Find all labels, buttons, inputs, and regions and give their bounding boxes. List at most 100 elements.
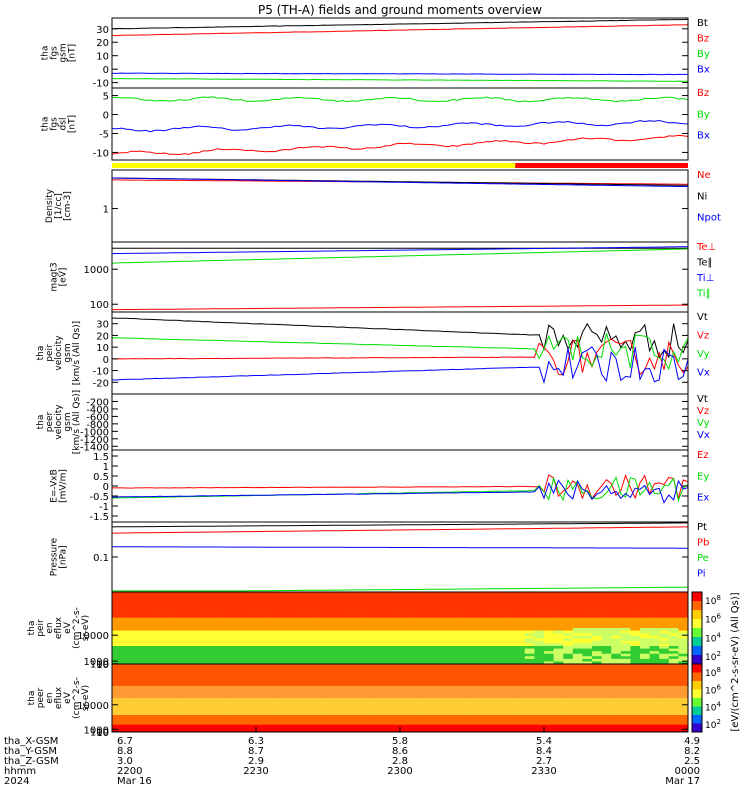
- spectrogram-cell: [371, 683, 382, 687]
- spectrogram-cell: [256, 673, 267, 677]
- spectrogram-cell: [246, 690, 257, 694]
- spectrogram-cell: [476, 592, 487, 596]
- spectrogram-cell: [179, 651, 190, 655]
- spectrogram-cell: [563, 690, 574, 694]
- spectrogram-cell: [611, 653, 622, 657]
- spectrogram-cell: [217, 719, 228, 723]
- spectrogram-cell: [400, 685, 411, 689]
- spectrogram-cell: [227, 661, 238, 665]
- spectrogram-cell: [275, 620, 286, 624]
- spectrogram-cell: [160, 681, 171, 684]
- spectrogram-cell: [505, 610, 516, 614]
- spectrogram-cell: [534, 685, 545, 689]
- spectrogram-cell: [419, 681, 430, 684]
- spectrogram-cell: [284, 633, 295, 637]
- spectrogram-cell: [208, 633, 219, 637]
- spectrogram-cell: [294, 676, 305, 680]
- spectrogram-cell: [361, 643, 372, 647]
- spectrogram-cell: [419, 661, 430, 665]
- spectrogram-cell: [208, 615, 219, 619]
- spectrogram-cell: [620, 604, 631, 608]
- spectrogram-cell: [332, 602, 343, 606]
- spectrogram-cell: [611, 724, 622, 728]
- spectrogram-cell: [524, 592, 535, 596]
- spectrogram-cell: [246, 617, 257, 621]
- spectrogram-cell: [275, 594, 286, 598]
- colorbar-tick-label: 102: [705, 650, 721, 663]
- spectrogram-cell: [323, 678, 334, 682]
- spectrogram-cell: [380, 633, 391, 637]
- spectrogram-cell: [150, 666, 161, 670]
- spectrogram-cell: [572, 630, 583, 634]
- spectrogram-cell: [505, 693, 516, 697]
- spectrogram-cell: [486, 715, 497, 718]
- spectrogram-cell: [611, 633, 622, 637]
- spectrogram-cell: [659, 710, 670, 714]
- spectrogram-cell: [380, 722, 391, 726]
- spectrogram-cell: [668, 599, 679, 603]
- spectrogram-cell: [515, 612, 526, 616]
- spectrogram-cell: [198, 678, 209, 682]
- spectrogram-cell: [505, 643, 516, 647]
- spectrogram-cell: [140, 617, 151, 621]
- spectrogram-cell: [188, 712, 199, 716]
- spectrogram-cell: [534, 607, 545, 611]
- spectrogram-cell: [601, 661, 612, 665]
- spectrogram-cell: [457, 727, 468, 731]
- spectrogram-cell: [563, 612, 574, 616]
- spectrogram-cell: [150, 695, 161, 699]
- spectrogram-cell: [505, 628, 516, 632]
- spectrogram-cell: [476, 702, 487, 706]
- spectrogram-cell: [227, 673, 238, 677]
- spectrogram-cell: [428, 615, 439, 619]
- spectrogram-cell: [121, 666, 132, 670]
- colorbar-tick-label: 104: [705, 701, 721, 714]
- spectrogram-cell: [659, 668, 670, 672]
- y-tick-label: 0: [103, 355, 109, 366]
- spectrogram-cell: [582, 702, 593, 706]
- spectrogram-cell: [265, 664, 276, 667]
- spectrogram-cell: [438, 630, 449, 634]
- spectrogram-cell: [611, 607, 622, 611]
- spectrogram-cell: [668, 698, 679, 701]
- spectrogram-cell: [544, 638, 555, 642]
- spectrogram-cell: [265, 622, 276, 626]
- spectrogram-cell: [294, 633, 305, 637]
- spectrogram-cell: [544, 705, 555, 709]
- spectrogram-cell: [524, 635, 535, 639]
- spectrogram-cell: [179, 617, 190, 621]
- spectrogram-cell: [371, 640, 382, 644]
- spectrogram-cell: [640, 698, 651, 701]
- spectrogram-cell: [428, 710, 439, 714]
- spectrogram-cell: [582, 661, 593, 665]
- spectrogram-cell: [582, 658, 593, 662]
- spectrogram-cell: [198, 698, 209, 701]
- spectrogram-cell: [668, 658, 679, 662]
- spectrogram-cell: [515, 705, 526, 709]
- spectrogram-cell: [342, 640, 353, 644]
- spectrogram-cell: [236, 643, 247, 647]
- spectrogram-cell: [592, 622, 603, 626]
- spectrogram-cell: [390, 622, 401, 626]
- spectrogram-cell: [246, 622, 257, 626]
- spectrogram-cell: [131, 707, 142, 711]
- spectrogram-cell: [256, 681, 267, 684]
- spectrogram-cell: [524, 597, 535, 601]
- spectrogram-cell: [227, 693, 238, 697]
- spectrogram-cell: [572, 676, 583, 680]
- spectrogram-cell: [438, 612, 449, 616]
- spectrogram-cell: [323, 729, 334, 733]
- spectrogram-cell: [323, 702, 334, 706]
- spectrogram-cell: [592, 719, 603, 723]
- spectrogram-cell: [563, 592, 574, 596]
- spectrogram-cell: [457, 715, 468, 718]
- spectrogram-cell: [150, 597, 161, 601]
- spectrogram-cell: [236, 727, 247, 731]
- spectrogram-cell: [524, 729, 535, 733]
- spectrogram-cell: [505, 668, 516, 672]
- spectrogram-cell: [275, 615, 286, 619]
- spectrogram-cell: [457, 599, 468, 603]
- spectrogram-cell: [131, 630, 142, 634]
- spectrogram-cell: [544, 693, 555, 697]
- spectrogram-cell: [419, 683, 430, 687]
